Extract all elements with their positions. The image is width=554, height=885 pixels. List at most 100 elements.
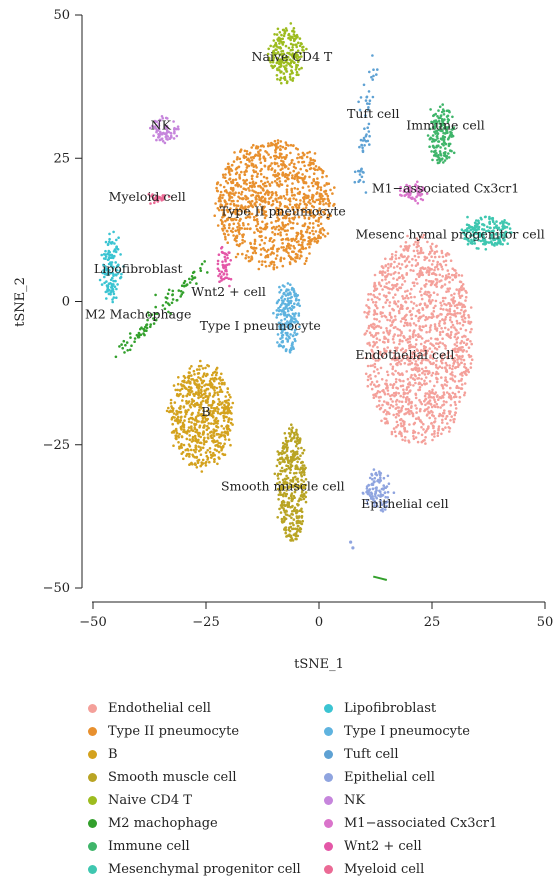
data-point	[270, 226, 274, 230]
data-point	[402, 395, 405, 399]
data-point	[275, 162, 279, 165]
data-point	[447, 392, 451, 396]
data-point	[477, 221, 481, 225]
data-point	[207, 396, 210, 399]
data-point	[197, 458, 201, 462]
data-point	[424, 346, 428, 349]
data-point	[208, 394, 211, 397]
data-point	[287, 534, 291, 537]
data-point	[290, 189, 294, 192]
data-point	[378, 298, 381, 301]
data-point	[326, 194, 330, 198]
data-point	[110, 284, 114, 288]
data-point	[180, 446, 183, 449]
data-point	[443, 326, 447, 330]
data-point	[210, 406, 213, 410]
data-point	[244, 256, 247, 260]
data-point	[257, 184, 260, 188]
data-point	[422, 428, 425, 431]
data-point	[225, 202, 229, 206]
data-point	[405, 313, 408, 317]
data-point	[225, 426, 229, 430]
data-point	[287, 432, 291, 435]
data-point	[429, 356, 432, 359]
data-point	[412, 384, 415, 387]
data-point	[467, 316, 471, 319]
data-point	[234, 168, 238, 171]
data-point	[434, 299, 438, 303]
data-point	[280, 163, 283, 166]
data-point	[227, 277, 231, 281]
data-point	[371, 364, 375, 367]
data-point	[331, 192, 334, 195]
data-point	[385, 275, 388, 279]
data-point	[307, 185, 310, 188]
data-point	[219, 190, 223, 194]
data-point	[304, 202, 307, 206]
data-point	[282, 61, 286, 65]
data-point	[427, 396, 431, 399]
data-point	[435, 376, 438, 380]
data-point	[289, 283, 292, 287]
data-point	[469, 355, 473, 358]
data-point	[433, 435, 436, 438]
data-point	[248, 213, 251, 216]
data-point	[376, 346, 379, 349]
data-point	[294, 339, 297, 343]
data-point	[430, 263, 434, 266]
data-point	[210, 456, 213, 459]
data-point	[395, 349, 398, 352]
data-point	[435, 285, 439, 288]
data-point	[451, 278, 455, 282]
data-point	[207, 364, 210, 368]
data-point	[460, 308, 463, 312]
data-point	[454, 407, 458, 410]
data-point	[397, 414, 401, 417]
data-point	[415, 338, 418, 342]
data-point	[365, 95, 369, 99]
data-point	[279, 313, 283, 316]
data-point	[274, 147, 278, 151]
data-point	[193, 373, 196, 376]
data-point	[248, 216, 252, 219]
data-point	[206, 458, 209, 461]
data-point	[291, 208, 295, 211]
data-point	[202, 409, 205, 413]
data-point	[276, 516, 280, 519]
data-point	[419, 302, 422, 306]
data-point	[258, 243, 262, 247]
data-point	[369, 377, 373, 380]
data-point	[300, 507, 303, 511]
data-point	[445, 290, 448, 294]
data-point	[113, 242, 116, 245]
data-point	[206, 383, 210, 387]
data-point	[291, 312, 295, 316]
data-point	[288, 349, 292, 353]
data-point	[300, 66, 303, 70]
data-point	[321, 233, 325, 236]
data-point	[282, 499, 285, 503]
data-point	[245, 150, 249, 153]
data-point	[164, 135, 168, 139]
data-point	[187, 449, 190, 452]
data-point	[396, 334, 400, 337]
data-point	[115, 245, 118, 249]
data-point	[435, 329, 439, 332]
data-point	[391, 337, 395, 341]
data-point	[373, 295, 377, 299]
data-point	[286, 56, 290, 59]
data-point	[464, 366, 468, 370]
data-point	[326, 213, 330, 217]
data-point	[263, 197, 267, 200]
data-point	[432, 344, 435, 348]
cluster-label-type-i-pneumocyte: Type I pneumocyte	[200, 318, 321, 333]
data-point	[321, 200, 325, 203]
data-point	[399, 362, 403, 366]
data-point	[447, 136, 451, 139]
data-point	[278, 69, 281, 72]
data-point	[280, 159, 283, 163]
data-point	[205, 454, 209, 458]
data-point	[200, 414, 203, 417]
data-point	[401, 419, 405, 423]
data-point	[195, 456, 198, 459]
